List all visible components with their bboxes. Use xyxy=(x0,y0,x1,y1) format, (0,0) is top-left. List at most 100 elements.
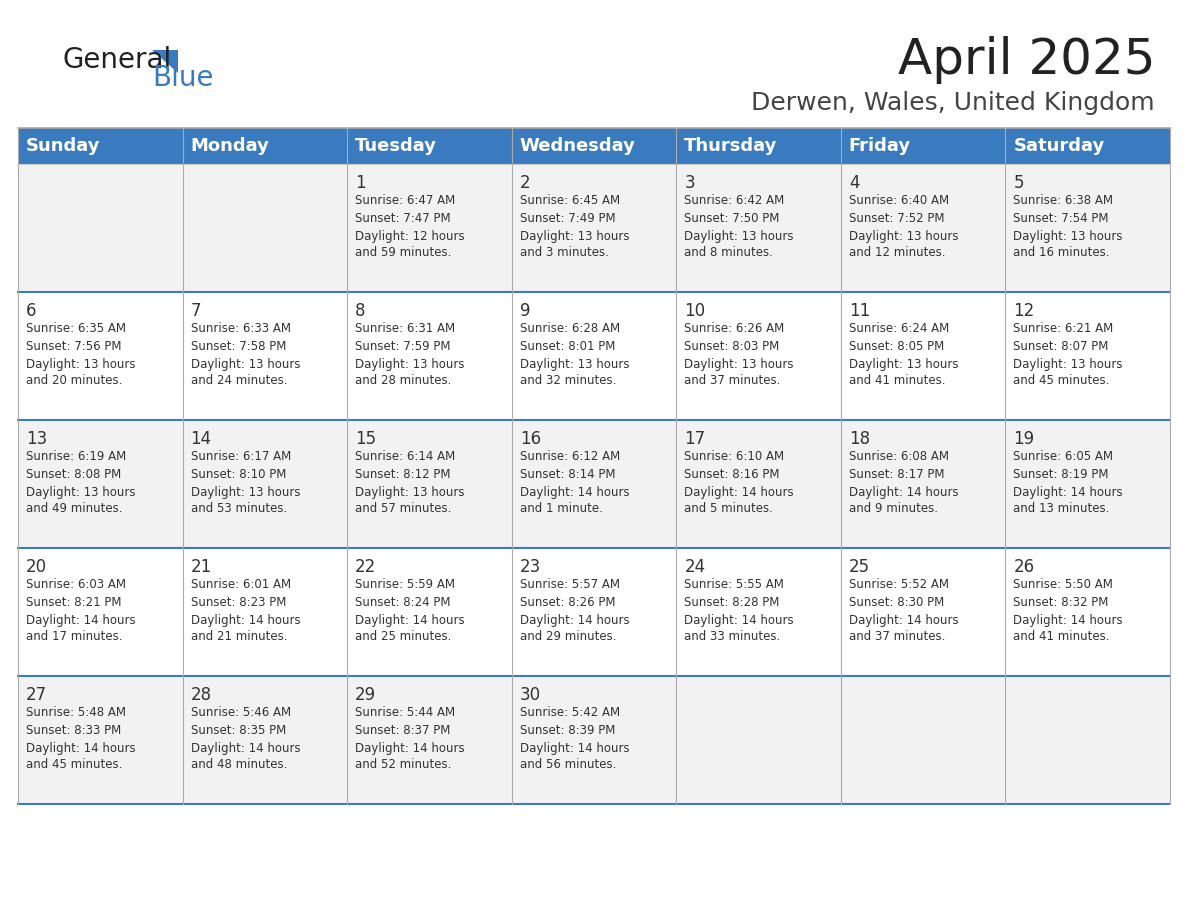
Text: Sunset: 7:52 PM: Sunset: 7:52 PM xyxy=(849,212,944,225)
Text: Blue: Blue xyxy=(152,64,214,92)
Text: 20: 20 xyxy=(26,558,48,576)
Text: Daylight: 13 hours: Daylight: 13 hours xyxy=(190,486,301,499)
Text: Daylight: 13 hours: Daylight: 13 hours xyxy=(684,230,794,243)
Text: 27: 27 xyxy=(26,686,48,704)
Text: Sunrise: 6:35 AM: Sunrise: 6:35 AM xyxy=(26,322,126,335)
Text: Sunset: 8:07 PM: Sunset: 8:07 PM xyxy=(1013,340,1108,353)
Text: Sunset: 8:16 PM: Sunset: 8:16 PM xyxy=(684,468,779,481)
Bar xyxy=(18,128,1170,164)
Text: Sunset: 8:12 PM: Sunset: 8:12 PM xyxy=(355,468,450,481)
Text: Sunrise: 5:50 AM: Sunrise: 5:50 AM xyxy=(1013,578,1113,591)
Text: 19: 19 xyxy=(1013,430,1035,448)
Text: Daylight: 14 hours: Daylight: 14 hours xyxy=(190,742,301,755)
Bar xyxy=(18,676,1170,804)
Text: Daylight: 14 hours: Daylight: 14 hours xyxy=(1013,614,1123,627)
Text: Daylight: 14 hours: Daylight: 14 hours xyxy=(26,614,135,627)
Text: Sunrise: 5:59 AM: Sunrise: 5:59 AM xyxy=(355,578,455,591)
Text: Daylight: 14 hours: Daylight: 14 hours xyxy=(190,614,301,627)
Text: 13: 13 xyxy=(26,430,48,448)
Text: 11: 11 xyxy=(849,302,870,320)
Text: 9: 9 xyxy=(519,302,530,320)
Text: 14: 14 xyxy=(190,430,211,448)
Text: and 9 minutes.: and 9 minutes. xyxy=(849,502,937,515)
Text: Sunset: 7:49 PM: Sunset: 7:49 PM xyxy=(519,212,615,225)
Text: Daylight: 13 hours: Daylight: 13 hours xyxy=(684,358,794,371)
Text: and 16 minutes.: and 16 minutes. xyxy=(1013,246,1110,259)
Text: and 20 minutes.: and 20 minutes. xyxy=(26,374,122,387)
Text: and 53 minutes.: and 53 minutes. xyxy=(190,502,286,515)
Text: 21: 21 xyxy=(190,558,211,576)
Text: and 37 minutes.: and 37 minutes. xyxy=(849,630,946,643)
Text: Sunrise: 6:14 AM: Sunrise: 6:14 AM xyxy=(355,450,455,463)
Text: 7: 7 xyxy=(190,302,201,320)
Text: Sunset: 8:37 PM: Sunset: 8:37 PM xyxy=(355,724,450,737)
Text: and 24 minutes.: and 24 minutes. xyxy=(190,374,287,387)
Text: Daylight: 14 hours: Daylight: 14 hours xyxy=(684,486,794,499)
Text: 12: 12 xyxy=(1013,302,1035,320)
Text: 3: 3 xyxy=(684,174,695,192)
Text: Friday: Friday xyxy=(849,137,911,155)
Text: Sunrise: 6:19 AM: Sunrise: 6:19 AM xyxy=(26,450,126,463)
Text: Sunrise: 5:57 AM: Sunrise: 5:57 AM xyxy=(519,578,620,591)
Text: and 13 minutes.: and 13 minutes. xyxy=(1013,502,1110,515)
Text: and 5 minutes.: and 5 minutes. xyxy=(684,502,773,515)
Text: Sunrise: 6:42 AM: Sunrise: 6:42 AM xyxy=(684,194,784,207)
Text: Sunset: 8:05 PM: Sunset: 8:05 PM xyxy=(849,340,944,353)
Text: Sunset: 8:33 PM: Sunset: 8:33 PM xyxy=(26,724,121,737)
Text: Sunset: 8:35 PM: Sunset: 8:35 PM xyxy=(190,724,286,737)
Text: 8: 8 xyxy=(355,302,366,320)
Text: 16: 16 xyxy=(519,430,541,448)
Text: Daylight: 13 hours: Daylight: 13 hours xyxy=(355,358,465,371)
Text: 29: 29 xyxy=(355,686,377,704)
Text: Daylight: 13 hours: Daylight: 13 hours xyxy=(190,358,301,371)
Text: Sunset: 8:23 PM: Sunset: 8:23 PM xyxy=(190,596,286,609)
Text: Daylight: 13 hours: Daylight: 13 hours xyxy=(1013,358,1123,371)
Text: Sunset: 7:56 PM: Sunset: 7:56 PM xyxy=(26,340,121,353)
Bar xyxy=(18,420,1170,548)
Text: 4: 4 xyxy=(849,174,859,192)
Text: and 45 minutes.: and 45 minutes. xyxy=(26,758,122,771)
Text: Saturday: Saturday xyxy=(1013,137,1105,155)
Text: Derwen, Wales, United Kingdom: Derwen, Wales, United Kingdom xyxy=(751,91,1155,115)
Text: and 49 minutes.: and 49 minutes. xyxy=(26,502,122,515)
Text: Daylight: 13 hours: Daylight: 13 hours xyxy=(519,358,630,371)
Text: Daylight: 14 hours: Daylight: 14 hours xyxy=(355,614,465,627)
Text: Sunrise: 6:31 AM: Sunrise: 6:31 AM xyxy=(355,322,455,335)
Text: Sunrise: 6:05 AM: Sunrise: 6:05 AM xyxy=(1013,450,1113,463)
Text: Sunset: 8:10 PM: Sunset: 8:10 PM xyxy=(190,468,286,481)
Text: Sunset: 8:28 PM: Sunset: 8:28 PM xyxy=(684,596,779,609)
Polygon shape xyxy=(152,50,178,73)
Text: Sunset: 8:17 PM: Sunset: 8:17 PM xyxy=(849,468,944,481)
Text: General: General xyxy=(62,46,171,74)
Text: April 2025: April 2025 xyxy=(897,36,1155,84)
Text: 23: 23 xyxy=(519,558,541,576)
Text: and 32 minutes.: and 32 minutes. xyxy=(519,374,617,387)
Text: Sunrise: 5:42 AM: Sunrise: 5:42 AM xyxy=(519,706,620,719)
Text: and 29 minutes.: and 29 minutes. xyxy=(519,630,617,643)
Text: Sunset: 8:39 PM: Sunset: 8:39 PM xyxy=(519,724,615,737)
Text: Sunset: 8:30 PM: Sunset: 8:30 PM xyxy=(849,596,944,609)
Text: 25: 25 xyxy=(849,558,870,576)
Text: Sunset: 7:50 PM: Sunset: 7:50 PM xyxy=(684,212,779,225)
Text: Sunrise: 6:40 AM: Sunrise: 6:40 AM xyxy=(849,194,949,207)
Text: Daylight: 14 hours: Daylight: 14 hours xyxy=(26,742,135,755)
Text: 5: 5 xyxy=(1013,174,1024,192)
Text: Sunrise: 6:26 AM: Sunrise: 6:26 AM xyxy=(684,322,784,335)
Bar xyxy=(18,164,1170,292)
Text: Sunrise: 5:48 AM: Sunrise: 5:48 AM xyxy=(26,706,126,719)
Text: Sunset: 7:54 PM: Sunset: 7:54 PM xyxy=(1013,212,1108,225)
Text: Daylight: 13 hours: Daylight: 13 hours xyxy=(849,230,959,243)
Text: Sunrise: 5:55 AM: Sunrise: 5:55 AM xyxy=(684,578,784,591)
Text: Wednesday: Wednesday xyxy=(519,137,636,155)
Text: and 41 minutes.: and 41 minutes. xyxy=(849,374,946,387)
Text: Sunset: 8:08 PM: Sunset: 8:08 PM xyxy=(26,468,121,481)
Bar xyxy=(18,292,1170,420)
Text: Tuesday: Tuesday xyxy=(355,137,437,155)
Text: Sunrise: 6:03 AM: Sunrise: 6:03 AM xyxy=(26,578,126,591)
Text: Sunrise: 6:10 AM: Sunrise: 6:10 AM xyxy=(684,450,784,463)
Text: Daylight: 12 hours: Daylight: 12 hours xyxy=(355,230,465,243)
Bar xyxy=(18,548,1170,676)
Text: 24: 24 xyxy=(684,558,706,576)
Text: and 41 minutes.: and 41 minutes. xyxy=(1013,630,1110,643)
Text: Sunset: 7:47 PM: Sunset: 7:47 PM xyxy=(355,212,450,225)
